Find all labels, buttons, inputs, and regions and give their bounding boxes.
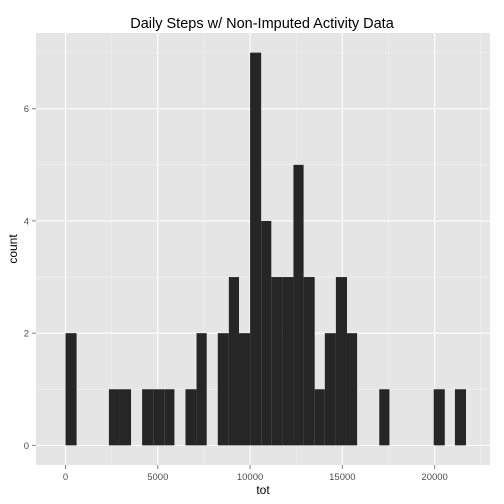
x-axis-ticks: 0 5000 10000 15000 20000 — [63, 465, 448, 483]
histogram-bar — [142, 389, 154, 446]
histogram-bar — [108, 389, 120, 446]
histogram-bar — [261, 220, 272, 446]
histogram-bar — [153, 389, 165, 446]
histogram-bar — [335, 277, 347, 446]
histogram-bar — [119, 389, 132, 446]
y-tick-label: 0 — [24, 441, 29, 452]
histogram-bar — [239, 333, 251, 446]
x-tick-label: 10000 — [237, 472, 263, 483]
histogram-bar — [185, 389, 197, 446]
histogram-bar — [282, 277, 294, 446]
histogram-bar — [324, 333, 336, 446]
x-axis-title: tot — [256, 483, 270, 497]
x-tick-label: 20000 — [421, 472, 447, 483]
x-tick-label: 0 — [63, 472, 68, 483]
y-tick-label: 6 — [24, 104, 29, 115]
histogram-bar — [379, 389, 390, 446]
histogram-bars — [65, 52, 467, 446]
histogram-bar — [346, 333, 358, 446]
chart-title: Daily Steps w/ Non-Imputed Activity Data — [130, 16, 394, 32]
histogram-bar — [196, 333, 207, 446]
histogram-bar — [293, 164, 304, 446]
x-tick-label: 15000 — [329, 472, 355, 483]
histogram-bar — [228, 277, 240, 446]
histogram-bar — [250, 52, 262, 446]
histogram-bar — [217, 333, 229, 446]
y-axis-ticks: 0 2 4 6 — [24, 104, 36, 452]
histogram-bar — [303, 277, 315, 446]
y-axis-title: count — [6, 234, 20, 264]
histogram-bar — [433, 389, 445, 446]
histogram-bar — [314, 389, 325, 446]
x-tick-label: 5000 — [147, 472, 168, 483]
histogram-bar — [271, 277, 283, 446]
histogram-bar — [454, 389, 467, 446]
histogram-bar — [164, 389, 175, 446]
y-tick-label: 4 — [24, 216, 29, 227]
histogram-bar — [65, 333, 77, 446]
y-tick-label: 2 — [24, 329, 29, 340]
